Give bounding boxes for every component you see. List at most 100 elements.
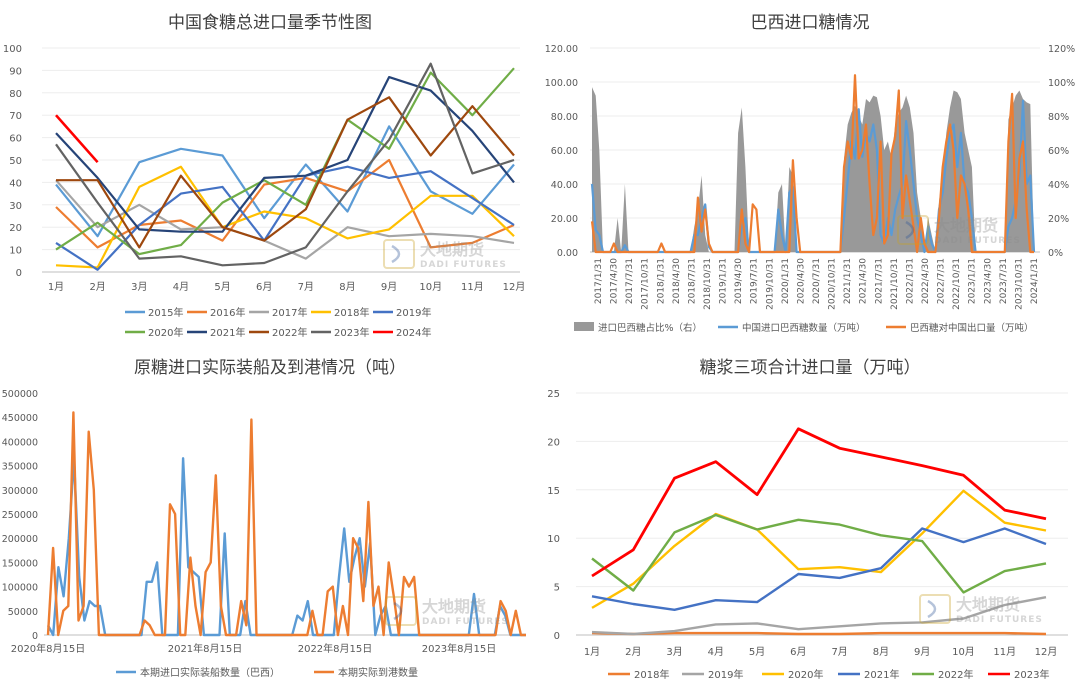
x-tick-label: 4月	[708, 646, 724, 658]
x-tick-label: 10月	[419, 281, 442, 293]
x-tick-label: 2023/4/30	[983, 258, 993, 304]
x-tick-label: 5月	[749, 646, 765, 658]
x-tick-label: 2月	[625, 646, 641, 658]
x-tick-label: 2018/7/31	[687, 258, 697, 304]
chart-title: 原糖进口实际装船及到港情况（吨）	[134, 358, 406, 378]
legend-label: 2016年	[210, 306, 245, 319]
y-tick-label: 90	[9, 66, 22, 77]
series-2024年	[55, 114, 99, 164]
watermark-logo-icon	[919, 594, 951, 624]
y-tick-label: 40	[9, 178, 22, 189]
x-tick-label: 1月	[584, 646, 600, 658]
y-tick-label-left: 20.00	[551, 214, 578, 225]
y-tick-label: 20	[547, 437, 560, 448]
y-tick-label: 30	[9, 201, 22, 212]
x-tick-label: 2019/1/31	[719, 258, 729, 304]
y-tick-label: 70	[9, 111, 22, 122]
series-line	[55, 158, 515, 249]
x-tick-label: 2022/7/31	[937, 258, 947, 304]
legend-item: 2023年	[311, 326, 369, 339]
series-line	[55, 179, 515, 260]
legend-label: 中国进口巴西糖数量（万吨）	[742, 322, 866, 334]
y-tick-label: 80	[9, 89, 22, 100]
x-tick-label: 7月	[831, 646, 847, 658]
watermark-logo-icon	[897, 215, 929, 245]
series-2019年	[591, 596, 1047, 636]
x-tick-label: 11月	[993, 646, 1016, 658]
series-line	[55, 114, 99, 164]
y-tick-label: 50	[9, 156, 22, 167]
legend-label: 2023年	[1014, 668, 1049, 681]
y-tick-label: 300000	[2, 486, 38, 497]
legend-label: 2020年	[148, 326, 183, 339]
legend-item: 2018年	[608, 668, 669, 681]
series-arrival	[46, 411, 526, 637]
watermark-en: DADI FUTURES	[956, 615, 1043, 625]
legend-label: 本期进口实际装船数量（巴西）	[140, 666, 280, 679]
watermark-en: DADI FUTURES	[934, 236, 1021, 246]
series-line	[591, 427, 1047, 578]
x-tick-label: 10月	[952, 646, 975, 658]
chart-seasonal-import: 中国食糖总进口量季节性图 0 10 20 30 40 50 60 70 80 90 100 1月 2月…	[3, 13, 525, 339]
x-tick-label: 2018/1/31	[656, 258, 666, 304]
y-tick-label-right: 0%	[1048, 248, 1063, 259]
y-tick-label-left: 120.00	[545, 44, 578, 55]
legend-label: 2022年	[938, 668, 973, 681]
x-tick-label: 2021/1/31	[843, 258, 853, 304]
watermark-logo-icon	[383, 239, 415, 269]
legend-item: 2020年	[125, 326, 183, 339]
legend-label: 2017年	[272, 306, 307, 319]
x-tick-label: 2019/4/30	[734, 258, 744, 304]
legend-label: 2019年	[708, 668, 743, 681]
x-tick-label: 12月	[1035, 646, 1058, 658]
x-tick-label: 8月	[873, 646, 889, 658]
watermark-cn: 大地期货	[422, 597, 486, 616]
series-2016年	[55, 158, 515, 249]
legend-item: 2023年	[988, 668, 1049, 681]
watermark-logo-icon	[393, 601, 403, 621]
watermark-en: DADI FUTURES	[422, 617, 509, 627]
x-tick-label: 3月	[666, 646, 682, 658]
x-tick-label: 7月	[298, 281, 314, 293]
series-line	[591, 596, 1047, 636]
y-tick-label: 20	[9, 223, 22, 234]
x-tick-label: 2020/1/31	[781, 258, 791, 304]
x-tick-label: 2021/4/30	[859, 258, 869, 304]
legend-item: 2017年	[249, 306, 307, 319]
chart-title: 糖浆三项合计进口量（万吨）	[700, 358, 921, 378]
y-tick-label: 400000	[2, 437, 38, 448]
legend-label: 2018年	[634, 668, 669, 681]
y-tick-label: 60	[9, 134, 22, 145]
series-2022年	[56, 96, 515, 249]
series-2022年	[591, 513, 1047, 594]
watermark-logo-icon	[905, 220, 915, 240]
x-tick-label: 2023/1/31	[968, 258, 978, 304]
y-tick-label: 25	[547, 389, 560, 400]
y-tick-label-right: 120%	[1048, 44, 1075, 55]
legend-label: 2024年	[396, 326, 431, 339]
x-tick-label: 2018/4/30	[672, 258, 682, 304]
legend-item: 2015年	[125, 306, 183, 319]
y-tick-label: 100000	[2, 583, 38, 594]
series-2018年	[591, 631, 1047, 636]
series-line	[591, 489, 1047, 609]
y-tick-label-left: 0.00	[557, 248, 578, 259]
x-tick-label: 2021/10/31	[890, 258, 900, 310]
x-tick-label: 2022年8月15日	[298, 642, 373, 655]
x-tick-label: 1月	[48, 281, 64, 293]
legend-swatch	[574, 322, 594, 331]
series-2017年	[55, 179, 515, 260]
legend-item: 2024年	[373, 326, 431, 339]
x-tick-label: 2021/7/31	[874, 258, 884, 304]
legend-item: 巴西糖对中国出口量（万吨）	[886, 322, 1034, 334]
legend-label: 2021年	[210, 326, 245, 339]
series-line	[591, 631, 1047, 636]
y-tick-label: 10	[547, 534, 560, 545]
legend-item: 2021年	[838, 668, 899, 681]
x-tick-label: 2020/10/31	[828, 258, 838, 310]
series-2018年	[55, 165, 515, 269]
series-line	[46, 411, 526, 637]
x-tick-label: 2017/1/31	[594, 258, 604, 304]
